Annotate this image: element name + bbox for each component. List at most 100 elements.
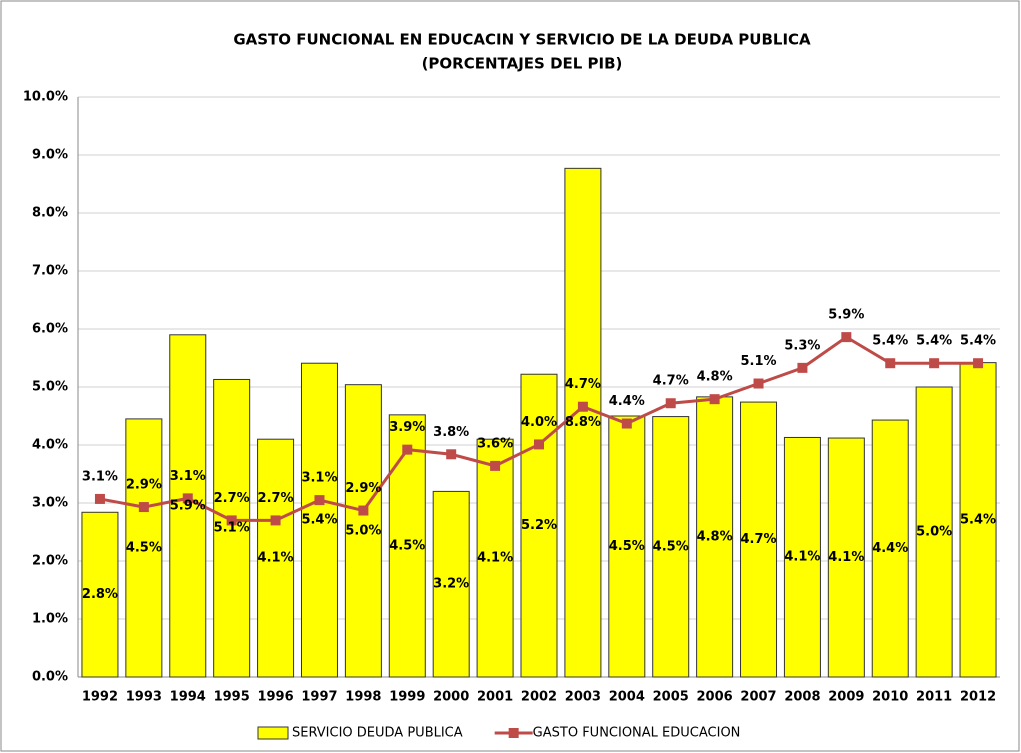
bar (388, 414, 426, 678)
bar-value-label: 4.1% (828, 550, 864, 565)
bar-value-label: 5.0% (345, 523, 381, 538)
bar (608, 415, 646, 678)
x-tick-label: 2004 (609, 690, 645, 705)
bar (257, 438, 295, 678)
marker (709, 394, 720, 405)
marker (885, 358, 896, 369)
bar (520, 373, 558, 678)
bar (827, 437, 865, 678)
y-tick-label: 0.0% (32, 670, 68, 685)
x-tick-label: 2010 (872, 690, 908, 705)
bar (652, 416, 690, 678)
bar-value-label: 4.5% (609, 539, 645, 554)
marker (929, 358, 940, 369)
bar-value-label: 2.8% (82, 587, 118, 602)
bar-value-label: 4.4% (872, 541, 908, 556)
line-value-label: 4.7% (565, 377, 601, 392)
bar (300, 362, 338, 678)
x-tick-label: 2005 (653, 690, 689, 705)
bar (959, 362, 997, 678)
bar (871, 419, 909, 678)
legend-label: SERVICIO DEUDA PUBLICA (292, 726, 463, 741)
x-tick-label: 2003 (565, 690, 601, 705)
bar-value-label: 4.1% (258, 551, 294, 566)
bar (344, 384, 382, 678)
bar (696, 396, 734, 678)
line-value-label: 3.8% (433, 425, 469, 440)
bar (213, 378, 251, 678)
bar-value-label: 5.4% (960, 512, 996, 527)
marker (94, 493, 105, 504)
line-value-label: 5.4% (960, 334, 996, 349)
marker (446, 449, 457, 460)
line-value-label: 3.9% (389, 420, 425, 435)
bar-value-label: 5.4% (301, 513, 337, 528)
line-value-label: 5.3% (784, 338, 820, 353)
y-tick-label: 4.0% (32, 438, 68, 453)
line-value-label: 3.1% (82, 469, 118, 484)
y-tick-label: 7.0% (32, 264, 68, 279)
x-tick-label: 2008 (784, 690, 820, 705)
marker (138, 502, 149, 513)
bar-value-label: 3.2% (433, 577, 469, 592)
line-value-label: 4.7% (653, 374, 689, 389)
x-tick-label: 1995 (214, 690, 250, 705)
marker (797, 362, 808, 373)
y-tick-label: 9.0% (32, 148, 68, 163)
marker (841, 332, 852, 343)
line-value-label: 5.4% (916, 334, 952, 349)
line-value-label: 5.1% (740, 354, 776, 369)
marker (753, 378, 764, 389)
bar-value-label: 8.8% (565, 415, 601, 430)
bar-value-label: 5.9% (170, 498, 206, 513)
x-tick-label: 2009 (828, 690, 864, 705)
marker (270, 515, 281, 526)
line-value-label: 4.8% (697, 370, 733, 385)
y-tick-label: 6.0% (32, 322, 68, 337)
line-value-label: 2.7% (258, 491, 294, 506)
x-tick-label: 2000 (433, 690, 469, 705)
x-tick-label: 2006 (697, 690, 733, 705)
marker (182, 493, 193, 504)
legend-swatch (508, 728, 519, 738)
y-tick-label: 2.0% (32, 554, 68, 569)
x-tick-label: 1993 (126, 690, 162, 705)
bar (432, 490, 470, 678)
line-value-label: 5.9% (828, 308, 864, 323)
marker (577, 401, 588, 412)
bar (125, 418, 163, 678)
bar (915, 386, 953, 678)
chart-subtitle: (PORCENTAJES DEL PIB) (422, 55, 623, 73)
marker (358, 505, 369, 516)
line-value-label: 3.1% (301, 471, 337, 486)
bar-value-label: 4.8% (697, 529, 733, 544)
x-tick-label: 2012 (960, 690, 996, 705)
line-value-label: 3.1% (170, 469, 206, 484)
bar (476, 438, 514, 678)
marker (534, 439, 544, 450)
marker (314, 495, 325, 506)
legend-label: GASTO FUNCIONAL EDUCACION (533, 726, 741, 741)
marker (402, 444, 413, 455)
x-tick-label: 1998 (345, 690, 381, 705)
bar-value-label: 4.5% (126, 540, 162, 555)
line-value-label: 2.7% (214, 491, 250, 506)
line-value-label: 3.6% (477, 436, 513, 451)
line-value-label: 4.4% (609, 394, 645, 409)
y-tick-label: 8.0% (32, 206, 68, 221)
bar-value-label: 4.5% (653, 539, 689, 554)
line-value-label: 4.0% (521, 415, 557, 430)
line-value-label: 2.9% (345, 481, 381, 496)
marker (973, 358, 984, 369)
bar-value-label: 5.2% (521, 518, 557, 533)
bar-value-label: 4.7% (740, 532, 776, 547)
legend-swatch (257, 726, 289, 740)
y-tick-label: 3.0% (32, 496, 68, 511)
line-value-label: 2.9% (126, 478, 162, 493)
x-tick-label: 2011 (916, 690, 952, 705)
x-tick-label: 2002 (521, 690, 557, 705)
y-tick-label: 5.0% (32, 380, 68, 395)
x-tick-label: 1992 (82, 690, 118, 705)
x-tick-label: 1997 (301, 690, 337, 705)
